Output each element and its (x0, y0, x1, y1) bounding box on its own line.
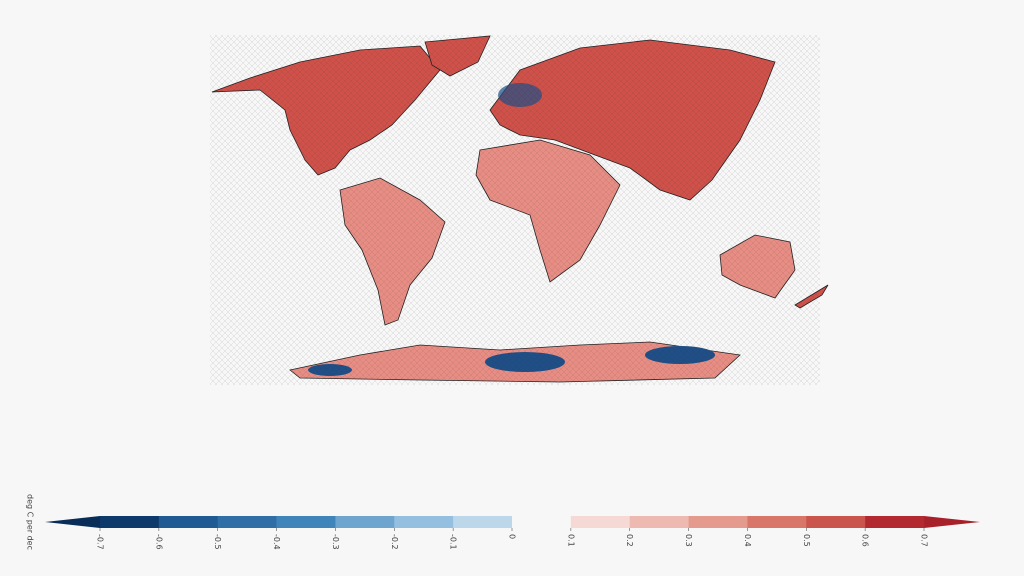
colorbar-extend-high (924, 516, 980, 528)
colorbar-segment (276, 516, 336, 528)
world-map (210, 35, 829, 385)
colorbar-tick-label: -0.4 (272, 534, 281, 550)
colorbar-segment (217, 516, 277, 528)
colorbar-tick-label: 0.4 (743, 534, 752, 547)
colorbar-segment (394, 516, 454, 528)
colorbar-segment (747, 516, 807, 528)
colorbar-segment (158, 516, 219, 528)
colorbar-tick-label: -0.5 (213, 534, 222, 550)
colorbar-tick-label: -0.2 (390, 534, 399, 550)
colorbar-tick-label: -0.1 (449, 534, 458, 550)
colorbar: deg C per dec -0.7 -0.6 -0.5 -0.4 -0.3 -0.2 -0… (26, 494, 980, 550)
colorbar-segment (453, 516, 513, 528)
colorbar-segment (629, 516, 689, 528)
colorbar-segment (100, 516, 160, 528)
colorbar-tick-label: 0.1 (566, 534, 575, 547)
colorbar-tick-label: 0 (508, 534, 517, 539)
colorbar-segment (570, 516, 631, 528)
colorbar-extend-low (45, 516, 100, 528)
colorbar-tick-label: 0.3 (684, 534, 693, 547)
colorbar-tick-label: -0.3 (331, 534, 340, 550)
significance-hatching (210, 35, 820, 385)
colorbar-segment (865, 516, 925, 528)
colorbar-segment (806, 516, 866, 528)
colorbar-tick-label: -0.7 (96, 534, 105, 550)
colorbar-tick-label: 0.2 (625, 534, 634, 547)
colorbar-segment (335, 516, 395, 528)
colorbar-tick-label: 0.7 (920, 534, 929, 547)
colorbar-label: deg C per dec (26, 494, 35, 550)
colorbar-tick-label: -0.6 (154, 534, 163, 550)
colorbar-tick-label: 0.5 (802, 534, 811, 547)
colorbar-segment (688, 516, 748, 528)
colorbar-segment (512, 516, 572, 528)
colorbar-tick-label: 0.6 (861, 534, 870, 547)
